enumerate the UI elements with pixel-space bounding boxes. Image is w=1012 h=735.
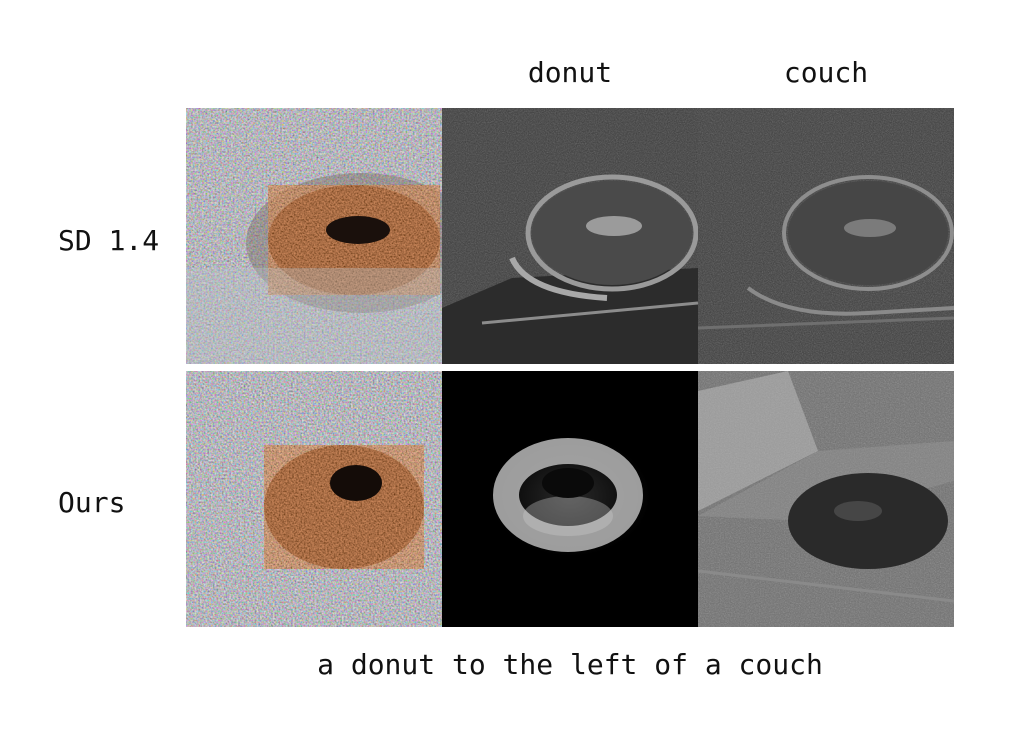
ours-attention-map-couch <box>698 371 954 627</box>
sd14-generated-image <box>186 108 442 364</box>
column-label-donut: donut <box>527 56 613 89</box>
row-label-ours: Ours <box>58 486 126 519</box>
sd14-attention-map-donut <box>442 108 698 364</box>
row-label-sd14: SD 1.4 <box>58 224 160 257</box>
column-label-couch: couch <box>783 56 869 89</box>
sd14-attention-map-couch <box>698 108 954 364</box>
ours-generated-image <box>186 371 442 627</box>
caption: a donut to the left of a couch <box>317 648 823 681</box>
ours-attention-map-donut <box>442 371 698 627</box>
